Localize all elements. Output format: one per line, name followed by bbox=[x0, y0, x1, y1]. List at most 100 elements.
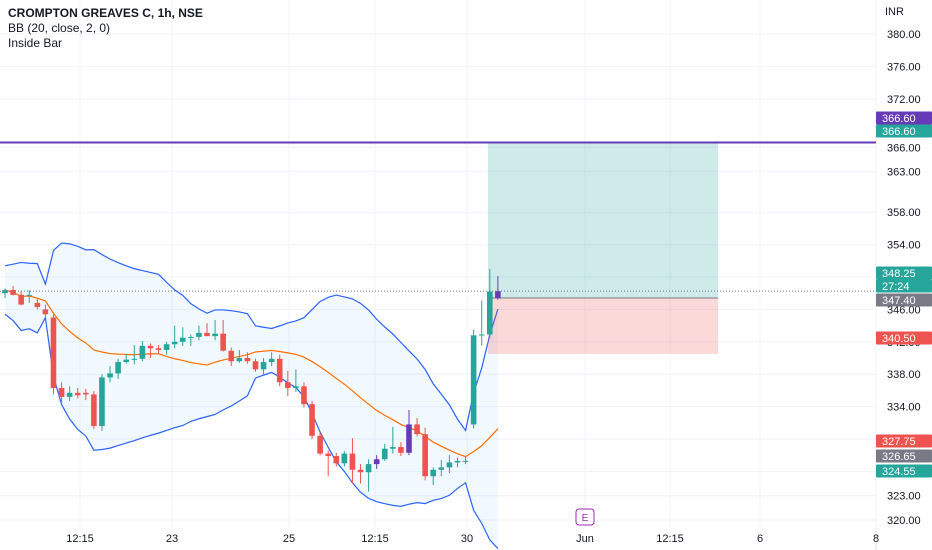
svg-text:347.40: 347.40 bbox=[882, 295, 916, 307]
candle bbox=[66, 386, 73, 401]
x-tick-label: 12:15 bbox=[656, 533, 684, 545]
candle bbox=[188, 334, 194, 346]
candle bbox=[91, 391, 97, 430]
y-tick-label: 354.00 bbox=[887, 240, 921, 252]
candle bbox=[470, 329, 477, 429]
candle bbox=[42, 304, 49, 318]
x-tick-label: 12:15 bbox=[66, 533, 94, 545]
candles bbox=[2, 268, 501, 492]
candle bbox=[478, 300, 485, 346]
candle bbox=[438, 460, 445, 477]
candle bbox=[487, 268, 493, 338]
bb-lower-line bbox=[4, 313, 499, 549]
price-tag: 327.75 bbox=[876, 434, 932, 448]
candle bbox=[309, 400, 315, 439]
long-position-tool[interactable] bbox=[487, 142, 718, 354]
candle bbox=[115, 358, 121, 380]
earnings-event-marker[interactable]: E bbox=[575, 508, 595, 526]
candle bbox=[285, 370, 291, 397]
price-tag: 347.40 bbox=[876, 293, 932, 307]
y-tick-label: 323.00 bbox=[887, 491, 921, 503]
stop-zone bbox=[487, 298, 718, 354]
price-tag: 340.50 bbox=[876, 331, 932, 345]
y-tick-label: 372.00 bbox=[887, 94, 921, 106]
candle bbox=[349, 438, 356, 484]
event-marker-letter: E bbox=[582, 513, 589, 524]
candle bbox=[244, 352, 251, 364]
y-tick-label: 334.00 bbox=[887, 402, 921, 414]
candle bbox=[204, 323, 210, 337]
candle bbox=[430, 467, 437, 486]
bollinger-bands bbox=[4, 242, 499, 549]
bb-upper-line bbox=[4, 242, 499, 432]
candle bbox=[446, 455, 453, 474]
candle bbox=[163, 341, 170, 355]
x-tick-label: 8 bbox=[873, 533, 879, 545]
svg-text:326.65: 326.65 bbox=[882, 451, 916, 463]
svg-text:327.75: 327.75 bbox=[882, 436, 916, 448]
candle bbox=[50, 314, 57, 395]
candle bbox=[390, 426, 396, 454]
candle bbox=[147, 343, 154, 358]
bb-fill bbox=[5, 243, 498, 549]
price-tag: 324.55 bbox=[876, 464, 932, 478]
svg-text:366.60: 366.60 bbox=[882, 126, 916, 138]
candle bbox=[139, 340, 146, 362]
candle bbox=[155, 345, 162, 354]
candle bbox=[212, 319, 218, 341]
candle bbox=[99, 374, 105, 431]
candle bbox=[228, 347, 235, 367]
candle bbox=[2, 288, 8, 299]
candle bbox=[406, 409, 412, 456]
indicator-bollinger-label: BB (20, close, 2, 0) bbox=[8, 21, 111, 35]
candle bbox=[414, 417, 420, 437]
strategy-label: Inside Bar bbox=[8, 36, 63, 50]
candle bbox=[123, 353, 129, 364]
price-tag: 27:24 bbox=[876, 279, 932, 293]
candle bbox=[373, 455, 380, 469]
svg-text:366.60: 366.60 bbox=[882, 113, 916, 125]
candle bbox=[357, 464, 364, 484]
target-zone bbox=[487, 142, 718, 299]
x-tick-label: 12:15 bbox=[361, 533, 389, 545]
candle bbox=[107, 366, 113, 383]
x-tick-label: Jun bbox=[576, 533, 594, 545]
svg-text:27:24: 27:24 bbox=[882, 281, 910, 293]
y-tick-label: 376.00 bbox=[887, 61, 921, 73]
time-axis: 12:15 23 25 12:15 30 Jun 12:15 6 8 bbox=[66, 533, 879, 545]
candle bbox=[26, 289, 33, 303]
x-tick-label: 23 bbox=[166, 533, 178, 545]
candle bbox=[333, 452, 340, 467]
y-tick-label: 366.00 bbox=[887, 142, 921, 154]
currency-label: INR bbox=[885, 6, 904, 18]
candle bbox=[58, 382, 65, 403]
y-tick-label: 363.00 bbox=[887, 167, 921, 179]
y-tick-label: 380.00 bbox=[887, 29, 921, 41]
y-tick-label: 346.00 bbox=[887, 304, 921, 316]
price-tag: 366.60 bbox=[876, 124, 932, 138]
candle bbox=[196, 325, 202, 341]
candle bbox=[268, 352, 275, 367]
svg-text:348.25: 348.25 bbox=[882, 268, 916, 280]
candle bbox=[462, 456, 469, 465]
candle bbox=[365, 459, 372, 492]
chart-legend: CROMPTON GREAVES C, 1h, NSE BB (20, clos… bbox=[8, 6, 203, 51]
candle bbox=[10, 285, 16, 296]
candle bbox=[34, 298, 41, 310]
candle bbox=[301, 382, 307, 408]
candle bbox=[381, 443, 388, 461]
price-tag: 348.25 bbox=[876, 266, 932, 280]
svg-text:324.55: 324.55 bbox=[882, 466, 916, 478]
candle bbox=[317, 432, 323, 456]
candle bbox=[18, 290, 24, 306]
svg-text:340.50: 340.50 bbox=[882, 333, 916, 345]
x-tick-label: 6 bbox=[757, 533, 763, 545]
candle bbox=[260, 358, 267, 375]
candle bbox=[276, 354, 283, 387]
candle bbox=[131, 345, 138, 365]
chart-grid bbox=[0, 0, 877, 550]
candle bbox=[74, 387, 81, 399]
candle bbox=[422, 427, 428, 481]
